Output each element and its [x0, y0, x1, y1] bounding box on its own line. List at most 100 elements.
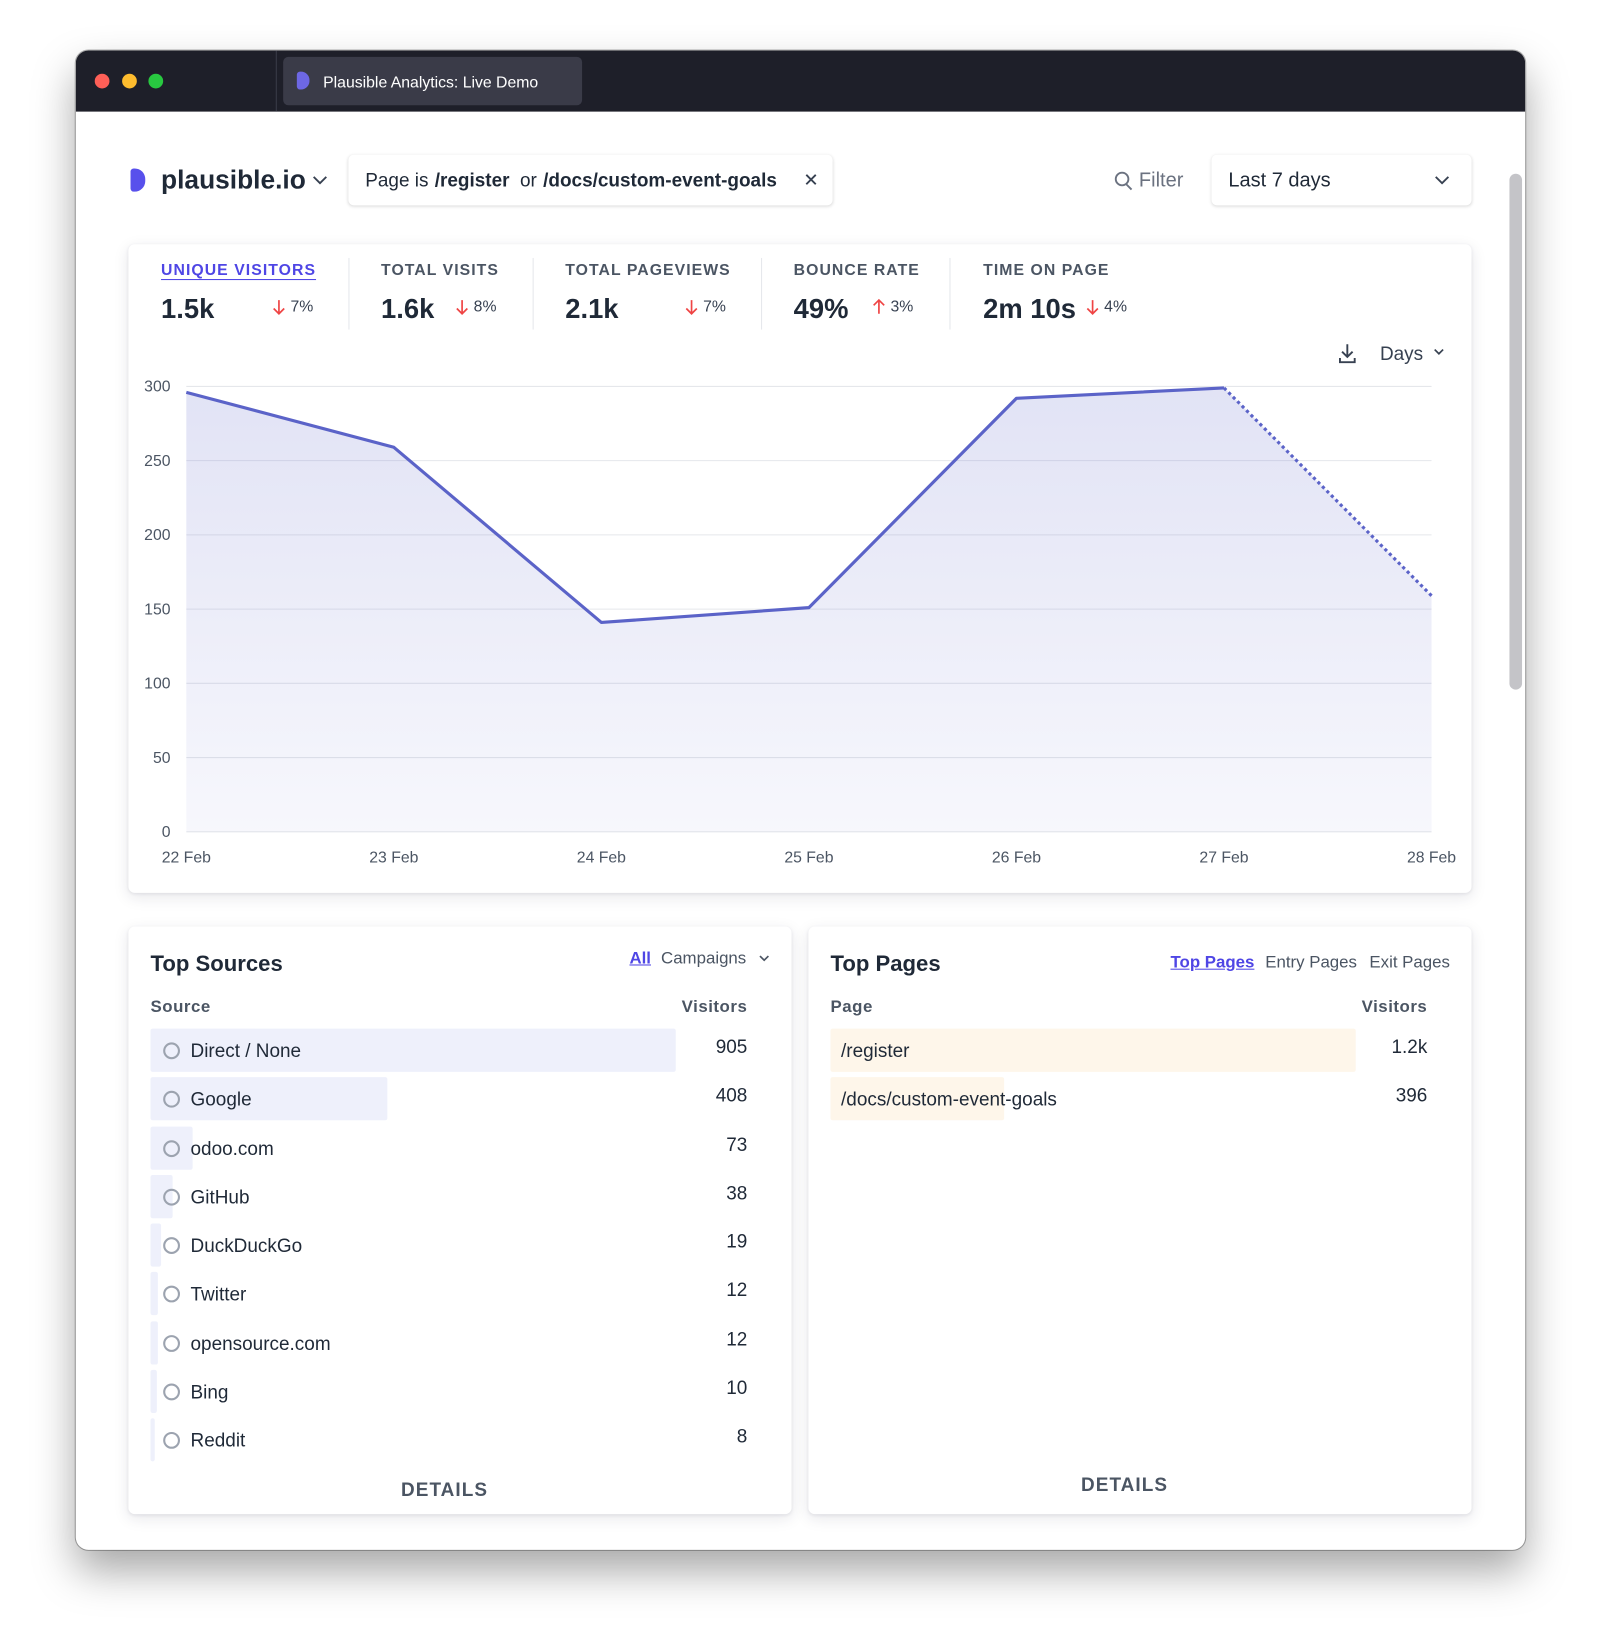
area	[186, 387, 1432, 832]
y-tick-label: 100	[144, 676, 171, 693]
date-range: Last 7 days	[1228, 169, 1331, 192]
row-label[interactable]: opensource.com	[190, 1332, 331, 1354]
bar	[150, 1223, 162, 1267]
bar	[830, 1077, 1004, 1121]
metric-divider	[761, 257, 763, 330]
row-label[interactable]: Google	[190, 1088, 252, 1111]
details-button[interactable]: DETAILS	[1081, 1474, 1169, 1496]
panel-title: Top Sources	[150, 951, 283, 977]
bar	[150, 1418, 156, 1462]
metric-divider	[348, 257, 350, 330]
metric-value: 49%	[793, 292, 849, 325]
site-name[interactable]: plausible.io	[161, 165, 306, 195]
close-filter-icon[interactable]	[805, 174, 817, 185]
row-value: 19	[726, 1230, 748, 1252]
tab[interactable]: All	[629, 949, 651, 968]
column-header: Visitors	[1361, 998, 1428, 1017]
row-value: 408	[715, 1084, 748, 1106]
metric-label[interactable]: TIME ON PAGE	[983, 261, 1110, 280]
metric-value: 2.1k	[565, 292, 619, 325]
source-icon	[163, 1042, 180, 1060]
column-header: Visitors	[681, 998, 748, 1017]
source-icon	[163, 1431, 180, 1449]
bar	[150, 1369, 157, 1413]
interval-select[interactable]: Days	[1379, 343, 1424, 365]
bar	[150, 1028, 676, 1072]
tab[interactable]: Top Pages	[1170, 953, 1255, 972]
filter-pill[interactable]	[348, 154, 833, 206]
metric-label[interactable]: TOTAL PAGEVIEWS	[565, 261, 731, 280]
source-icon	[163, 1188, 180, 1206]
x-tick-label: 24 Feb	[577, 849, 626, 866]
metric-change: 8%	[473, 297, 497, 316]
line	[185, 386, 1225, 625]
date-chevron	[1435, 176, 1450, 185]
x-tick-label: 27 Feb	[1199, 849, 1248, 866]
metric-change: 7%	[290, 297, 314, 316]
browser-tab[interactable]	[283, 56, 583, 106]
metric-value: 2m 10s	[983, 292, 1076, 325]
x-tick-label: 28 Feb	[1407, 849, 1456, 866]
metric-change: 3%	[890, 297, 914, 316]
change-arrow	[873, 298, 885, 314]
row-value: 38	[726, 1182, 748, 1204]
row-label[interactable]: /docs/custom-event-goals	[841, 1088, 1057, 1111]
source-icon	[163, 1139, 180, 1157]
date-picker[interactable]	[1211, 154, 1472, 206]
filter-text: Page is	[365, 169, 429, 191]
x-tick-label: 22 Feb	[162, 849, 211, 866]
change-arrow	[273, 300, 285, 315]
scrollbar-thumb	[1509, 173, 1523, 690]
y-tick-label: 250	[144, 453, 171, 470]
x-tick-label: 25 Feb	[784, 849, 833, 866]
tab[interactable]: Entry Pages	[1265, 953, 1357, 972]
row-value: 12	[726, 1328, 748, 1350]
row-label[interactable]: GitHub	[190, 1186, 250, 1208]
tab[interactable]: Exit Pages	[1369, 953, 1450, 972]
filter-button[interactable]: Filter	[1138, 169, 1184, 192]
row-value: 905	[715, 1036, 748, 1058]
change-arrow	[456, 300, 468, 315]
column-header: Page	[830, 998, 873, 1017]
row-label[interactable]: Reddit	[190, 1429, 246, 1451]
minimize-button[interactable]	[122, 73, 137, 89]
row-label[interactable]: /register	[841, 1040, 910, 1062]
metric-label[interactable]: BOUNCE RATE	[793, 261, 920, 280]
download-icon[interactable]	[1339, 344, 1356, 364]
tab-divider	[275, 50, 277, 112]
metric-label[interactable]: UNIQUE VISITORS	[161, 261, 317, 280]
pages-card	[808, 926, 1472, 1515]
filter-text: /docs/custom-event-goals	[543, 169, 777, 191]
source-icon	[163, 1383, 180, 1401]
bar	[150, 1272, 158, 1316]
tab-title: Plausible Analytics: Live Demo	[323, 73, 539, 92]
row-label[interactable]: odoo.com	[190, 1137, 274, 1159]
filter-text: or	[519, 169, 537, 191]
row-label[interactable]: Bing	[190, 1381, 229, 1403]
row-label[interactable]: Direct / None	[190, 1040, 302, 1062]
source-icon	[163, 1334, 180, 1352]
metric-label[interactable]: TOTAL VISITS	[381, 261, 499, 280]
bar	[150, 1077, 388, 1121]
filter-text: /register	[434, 169, 510, 191]
close-button[interactable]	[94, 73, 110, 89]
row-value: 10	[726, 1376, 748, 1398]
row-label[interactable]: Twitter	[190, 1283, 247, 1305]
site-logo	[130, 168, 146, 192]
row-value: 8	[736, 1425, 748, 1447]
row-label[interactable]: DuckDuckGo	[190, 1235, 303, 1257]
metric-value: 1.5k	[161, 292, 215, 325]
maximize-button[interactable]	[148, 73, 164, 89]
interval-chevron	[1434, 348, 1444, 355]
metric-divider	[949, 257, 951, 330]
details-button[interactable]: DETAILS	[401, 1479, 489, 1501]
change-arrow	[685, 300, 698, 315]
site-chevron[interactable]	[313, 176, 327, 185]
metric-change: 7%	[703, 297, 726, 316]
y-tick-label: 50	[153, 750, 171, 767]
change-arrow	[1086, 300, 1099, 315]
y-tick-label: 300	[144, 379, 171, 396]
tab[interactable]: Campaigns	[661, 949, 747, 968]
